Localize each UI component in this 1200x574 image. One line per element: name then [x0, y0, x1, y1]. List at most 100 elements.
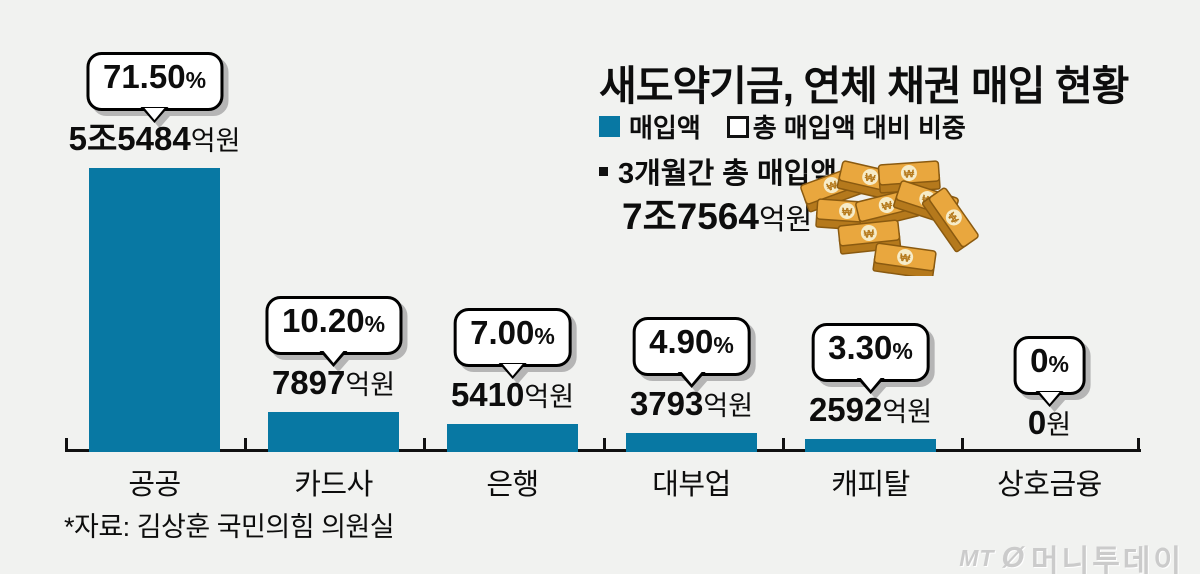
svg-text:₩: ₩ [863, 171, 876, 185]
amount-label: 5410억원 [451, 377, 574, 420]
category-column-card: 10.20% 7897억원 카드사 [244, 0, 423, 574]
legend-label-share: 총 매입액 대비 비중 [752, 113, 966, 143]
bar [447, 424, 578, 452]
percent-suffix: % [185, 67, 207, 94]
percent-value: 7.00 [470, 314, 535, 352]
category-column-capital: 3.30% 2592억원 캐피탈 [781, 0, 960, 574]
amount-value: 5410 [450, 376, 525, 414]
total-amount-value: 7조7564 [622, 196, 759, 237]
percent-suffix: % [364, 310, 386, 337]
category-label: 대부업 [652, 469, 731, 501]
gold-bars-illustration: ₩ ₩ ₩ ₩ ₩ ₩ ₩ [800, 160, 979, 276]
total-amount-unit: 억원 [758, 204, 813, 236]
source-note: *자료: 김상훈 국민의힘 의원실 [64, 512, 395, 542]
bubble-tail [1035, 391, 1064, 407]
axis-tick [244, 438, 248, 450]
amount-label: 5조5484억원 [69, 121, 241, 164]
percent-bubble-box: 3.30% [811, 322, 930, 394]
category-label: 카드사 [294, 469, 373, 501]
category-label: 공공 [128, 469, 181, 501]
bullet-square-icon [599, 166, 608, 176]
bubble-tail [498, 363, 527, 380]
x-axis-line [65, 449, 1141, 452]
amount-unit: 억원 [524, 382, 575, 413]
axis-tick [423, 438, 427, 450]
category-column-loan: 4.90% 3793억원 대부업 [602, 0, 781, 574]
percent-value: 3.30 [828, 328, 893, 366]
bubble-tail [856, 377, 885, 394]
moneytoday-mt-mark: MT [959, 544, 995, 571]
amount-unit: 억원 [703, 390, 754, 421]
bar [805, 438, 936, 452]
moneytoday-wordmark: 머니투데이 [1031, 545, 1184, 574]
page-title: 새도약기금, 연체 채권 매입 현황 [599, 63, 1129, 109]
bubble-tail [677, 371, 706, 388]
amount-value: 2592 [808, 390, 883, 428]
percent-value: 4.90 [649, 322, 714, 360]
moneytoday-symbol-icon: Ø [1001, 541, 1024, 574]
amount-unit: 억원 [345, 369, 396, 400]
percent-bubble-box: 7.00% [453, 308, 572, 380]
percent-bubble-box: 10.20% [264, 295, 403, 367]
amount-label: 0원 [1028, 405, 1071, 448]
moneytoday-logo: MT Ø 머니투데이 [959, 536, 1184, 574]
svg-text:₩: ₩ [899, 252, 912, 265]
category-label: 은행 [486, 469, 539, 501]
percent-bubble: 7.00% [453, 308, 572, 380]
percent-value: 10.20 [281, 301, 365, 339]
bar [89, 168, 220, 452]
svg-text:₩: ₩ [863, 228, 875, 241]
bubble-tail [140, 107, 169, 124]
amount-value: 7897 [271, 363, 346, 401]
percent-suffix: % [1048, 351, 1069, 377]
category-column-mutual: 0% 0원 상호금융 [960, 0, 1139, 574]
bar [626, 432, 757, 452]
axis-tick [1137, 438, 1141, 450]
total-note: 3개월간 총 매입액 [599, 150, 837, 192]
percent-bubble: 10.20% [264, 295, 403, 367]
amount-value: 0 [1027, 404, 1047, 441]
total-note-label: 3개월간 총 매입액 [618, 158, 838, 190]
axis-tick [781, 438, 785, 450]
percent-bubble: 0% [1013, 336, 1086, 407]
category-column-public: 71.50% 5조5484억원 공공 [65, 0, 244, 574]
amount-unit: 억원 [882, 396, 933, 427]
axis-tick [65, 438, 68, 450]
category-column-bank: 7.00% 5410억원 은행 [423, 0, 602, 574]
percent-bubble: 3.30% [811, 322, 930, 394]
percent-bubble-box: 71.50% [85, 52, 224, 124]
category-label: 캐피탈 [831, 469, 910, 501]
axis-tick [960, 438, 964, 450]
bar [268, 411, 399, 452]
amount-label: 2592억원 [808, 390, 933, 435]
percent-bubble-box: 0% [1013, 336, 1086, 407]
percent-bubble: 4.90% [632, 316, 751, 388]
legend-label-purchase: 매입액 [629, 113, 701, 143]
svg-text:₩: ₩ [903, 168, 915, 181]
svg-text:₩: ₩ [881, 199, 895, 213]
amount-value: 5조5484 [68, 120, 191, 158]
category-label: 상호금융 [997, 469, 1102, 501]
percent-suffix: % [892, 337, 913, 364]
percent-value: 0 [1030, 342, 1049, 379]
amount-label: 3793억원 [629, 384, 754, 429]
legend-filled-square-icon [599, 116, 620, 137]
amount-unit: 원 [1046, 410, 1072, 440]
bubble-tail [319, 350, 348, 367]
gold-ingot: ₩ [872, 242, 937, 276]
legend-outline-square-icon [726, 115, 749, 138]
percent-bubble-box: 4.90% [632, 316, 751, 388]
percent-bubble: 71.50% [85, 52, 224, 124]
amount-value: 3793 [629, 384, 704, 422]
percent-suffix: % [713, 331, 734, 358]
amount-unit: 억원 [190, 126, 241, 157]
axis-tick [602, 438, 606, 450]
percent-suffix: % [534, 323, 555, 350]
svg-text:₩: ₩ [825, 179, 839, 194]
percent-value: 71.50 [102, 58, 186, 96]
svg-text:₩: ₩ [841, 206, 853, 219]
amount-label: 7897억원 [271, 363, 396, 408]
legend: 매입액 총 매입액 대비 비중 [599, 108, 966, 145]
gold-ingot: ₩ [921, 187, 979, 253]
